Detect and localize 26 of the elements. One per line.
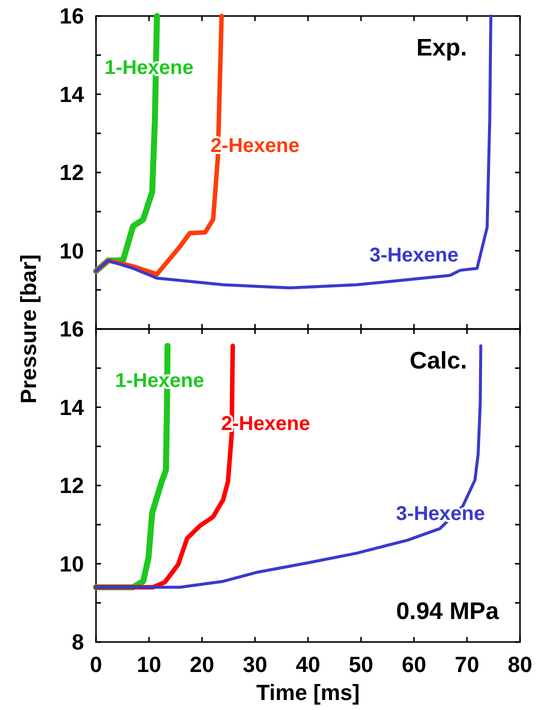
- y-tick-label: 16: [60, 316, 84, 342]
- x-tick-label: 80: [508, 652, 532, 677]
- y-tick-label: 14: [60, 394, 85, 420]
- series-label: 3-Hexene: [370, 244, 458, 267]
- annotation: Calc.: [410, 348, 467, 375]
- x-tick-label: 0: [90, 652, 102, 677]
- y-tick-label: 10: [60, 551, 84, 576]
- annotation: Exp.: [416, 34, 467, 62]
- line-series: [94, 14, 492, 290]
- y-tick-label: 12: [60, 473, 84, 498]
- x-tick-label: 70: [454, 652, 480, 677]
- y-tick-label: 10: [60, 238, 84, 264]
- x-tick-label: 60: [402, 652, 426, 677]
- x-tick-label: 50: [348, 652, 374, 677]
- y-tick-label: 14: [60, 82, 85, 107]
- x-tick-label: 20: [190, 652, 214, 677]
- y-axis-title: Pressure [bar]: [16, 254, 41, 404]
- line-series: [94, 344, 482, 589]
- x-tick-label: 40: [296, 652, 320, 677]
- x-tick-label: 10: [136, 652, 162, 677]
- y-tick-label: 16: [60, 4, 84, 29]
- annotation: 0.94 MPa: [396, 598, 500, 626]
- x-axis-title: Time [ms]: [256, 680, 360, 705]
- y-tick-label: 8: [72, 630, 84, 655]
- x-tick-label: 30: [242, 652, 268, 677]
- y-tick-label: 12: [60, 160, 84, 186]
